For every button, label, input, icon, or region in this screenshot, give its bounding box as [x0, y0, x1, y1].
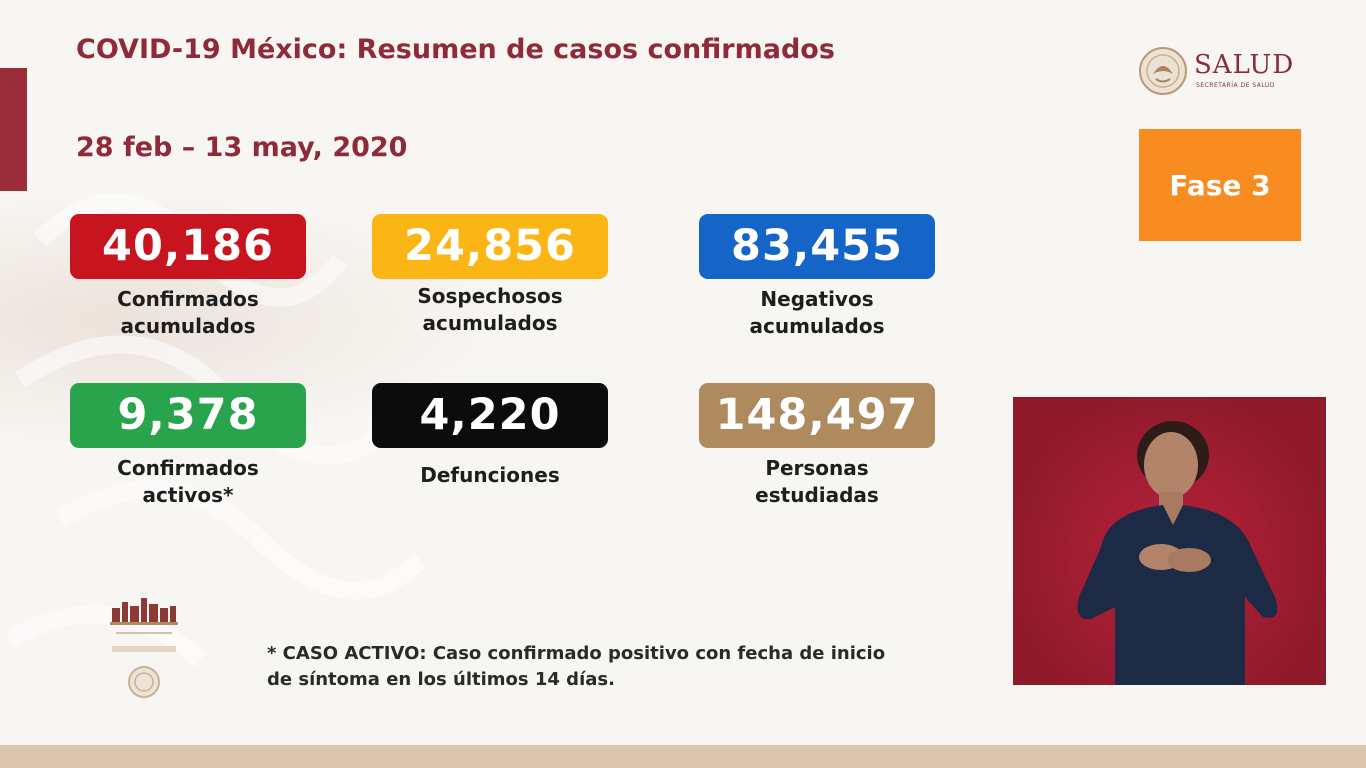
stat-value: 148,497 — [699, 383, 935, 448]
date-range: 28 feb – 13 may, 2020 — [76, 132, 408, 163]
stat-card-negativos-acumulados: 83,455 Negativos acumulados — [699, 214, 935, 340]
stat-label: Confirmados acumulados — [70, 286, 306, 340]
slide-background — [0, 0, 1366, 745]
eagle-seal-icon — [1139, 47, 1187, 95]
stat-label: Personas estudiadas — [699, 455, 935, 509]
stat-card-confirmados-acumulados: 40,186 Confirmados acumulados — [70, 214, 306, 340]
stat-label-line2: activos* — [142, 483, 234, 507]
stat-card-confirmados-activos: 9,378 Confirmados activos* — [70, 383, 306, 509]
salud-logo: SALUD SECRETARÍA DE SALUD — [1138, 44, 1308, 100]
stat-label-line1: Confirmados — [117, 287, 259, 311]
logo-wordmark: SALUD — [1194, 50, 1295, 80]
stat-label: Confirmados activos* — [70, 455, 306, 509]
footnote-line1: * CASO ACTIVO: Caso confirmado positivo … — [267, 643, 886, 664]
stat-value: 9,378 — [70, 383, 306, 448]
stat-label-line1: Defunciones — [420, 463, 560, 487]
background-pattern — [5, 193, 427, 667]
stat-label: Negativos acumulados — [699, 286, 935, 340]
stat-label-line2: acumulados — [422, 311, 558, 335]
phase-badge: Fase 3 — [1139, 129, 1301, 241]
stat-label: Defunciones — [372, 462, 608, 489]
stat-label-line2: acumulados — [749, 314, 885, 338]
sign-language-interpreter-video — [1013, 397, 1326, 685]
stat-card-personas-estudiadas: 148,497 Personas estudiadas — [699, 383, 935, 509]
stat-card-sospechosos-acumulados: 24,856 Sospechosos acumulados — [372, 214, 608, 337]
stat-label: Sospechosos acumulados — [372, 283, 608, 337]
stat-value: 83,455 — [699, 214, 935, 279]
government-logo — [110, 598, 178, 698]
stat-label-line2: acumulados — [120, 314, 256, 338]
interpreter-figure — [1077, 421, 1278, 685]
active-case-footnote: * CASO ACTIVO: Caso confirmado positivo … — [267, 641, 927, 693]
left-accent-bar — [0, 68, 27, 191]
stat-label-line1: Sospechosos — [417, 284, 563, 308]
stat-label-line1: Confirmados — [117, 456, 259, 480]
stat-value: 40,186 — [70, 214, 306, 279]
stat-label-line2: estudiadas — [755, 483, 879, 507]
stat-label-line1: Negativos — [760, 287, 874, 311]
stat-value: 24,856 — [372, 214, 608, 279]
bottom-band — [0, 745, 1366, 768]
stat-value: 4,220 — [372, 383, 608, 448]
stat-card-defunciones: 4,220 Defunciones — [372, 383, 608, 489]
footnote-line2: de síntoma en los últimos 14 días. — [267, 669, 615, 690]
page-title: COVID-19 México: Resumen de casos confir… — [76, 34, 835, 65]
logo-subtitle: SECRETARÍA DE SALUD — [1196, 82, 1275, 89]
stat-label-line1: Personas — [765, 456, 869, 480]
